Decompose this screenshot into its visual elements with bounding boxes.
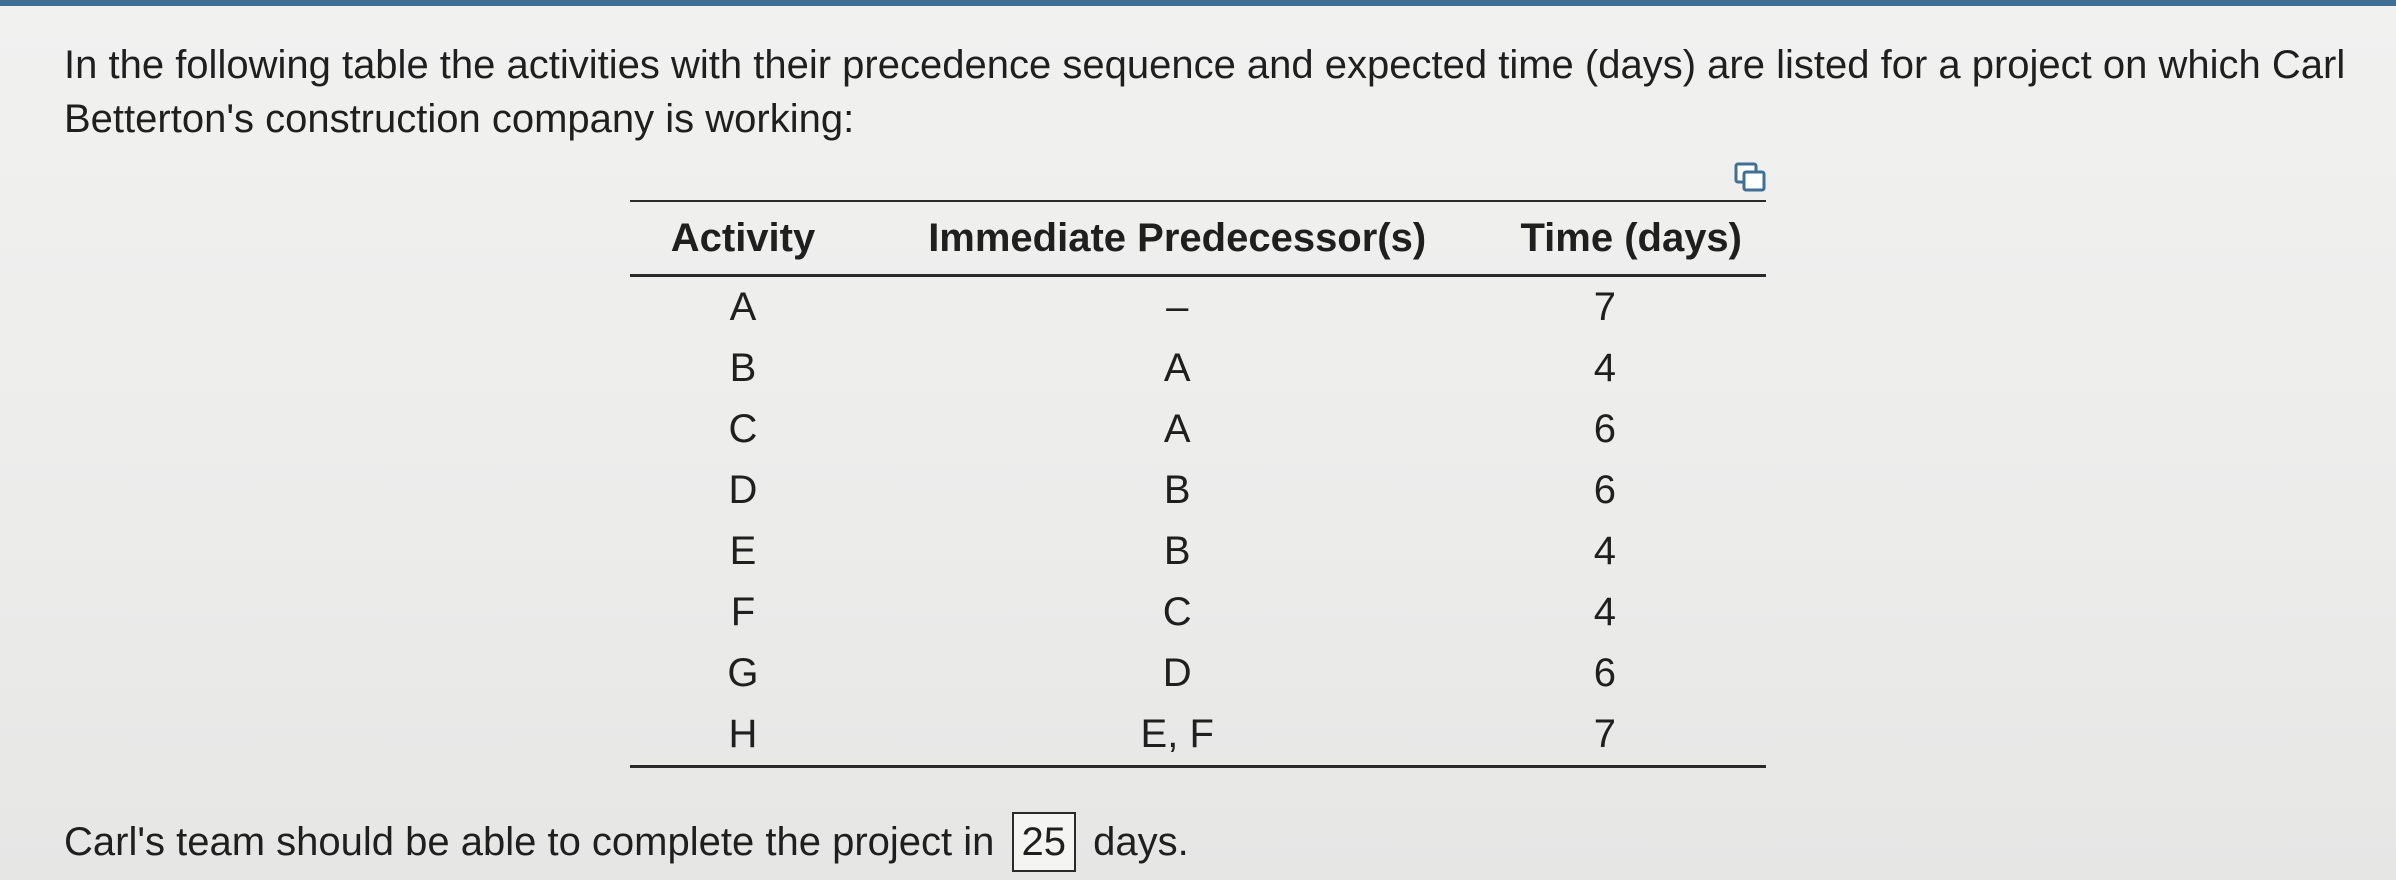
cell-time: 6 — [1593, 407, 1616, 451]
cell-time: 4 — [1593, 346, 1616, 390]
cell-predecessor: – — [1166, 285, 1189, 329]
cell-activity: G — [727, 651, 759, 695]
cell-time: 4 — [1593, 590, 1616, 634]
cell-activity: A — [729, 285, 757, 329]
cell-activity: E — [729, 529, 757, 573]
cell-time: 7 — [1593, 712, 1616, 756]
table-row: F C 4 — [630, 582, 1766, 643]
cell-activity: D — [728, 468, 758, 512]
cell-predecessor: B — [1163, 468, 1191, 512]
cell-time: 6 — [1593, 468, 1616, 512]
table-row: H E, F 7 — [630, 704, 1766, 767]
header-activity: Activity — [670, 215, 816, 260]
table-header-row: Activity Immediate Predecessor(s) Time (… — [630, 201, 1766, 276]
table-row: B A 4 — [630, 338, 1766, 399]
question-intro: In the following table the activities wi… — [64, 43, 2346, 141]
cell-predecessor: A — [1163, 407, 1191, 451]
answer-suffix: days. — [1093, 820, 1189, 864]
table-row: C A 6 — [630, 399, 1766, 460]
cell-time: 7 — [1593, 285, 1616, 329]
table-row: A – 7 — [630, 276, 1766, 339]
answer-input[interactable]: 25 — [1011, 812, 1076, 872]
copy-icon[interactable] — [1732, 160, 1768, 196]
header-predecessors: Immediate Predecessor(s) — [928, 215, 1427, 260]
cell-activity: H — [728, 712, 758, 756]
table-row: E B 4 — [630, 521, 1766, 582]
cell-activity: C — [728, 407, 758, 451]
cell-predecessor: B — [1163, 529, 1191, 573]
answer-prefix: Carl's team should be able to complete t… — [64, 820, 995, 864]
activity-table: Activity Immediate Predecessor(s) Time (… — [630, 200, 1766, 768]
cell-predecessor: D — [1162, 651, 1192, 695]
cell-predecessor: A — [1163, 346, 1191, 390]
cell-predecessor: E, F — [1140, 712, 1214, 756]
cell-time: 4 — [1593, 529, 1616, 573]
header-time: Time (days) — [1520, 215, 1742, 260]
table-row: D B 6 — [630, 460, 1766, 521]
answer-sentence: Carl's team should be able to complete t… — [64, 812, 1189, 872]
cell-activity: B — [729, 346, 757, 390]
top-accent-strip — [0, 0, 2396, 6]
cell-activity: F — [730, 590, 756, 634]
table-row: G D 6 — [630, 643, 1766, 704]
cell-time: 6 — [1593, 651, 1616, 695]
cell-predecessor: C — [1162, 590, 1192, 634]
